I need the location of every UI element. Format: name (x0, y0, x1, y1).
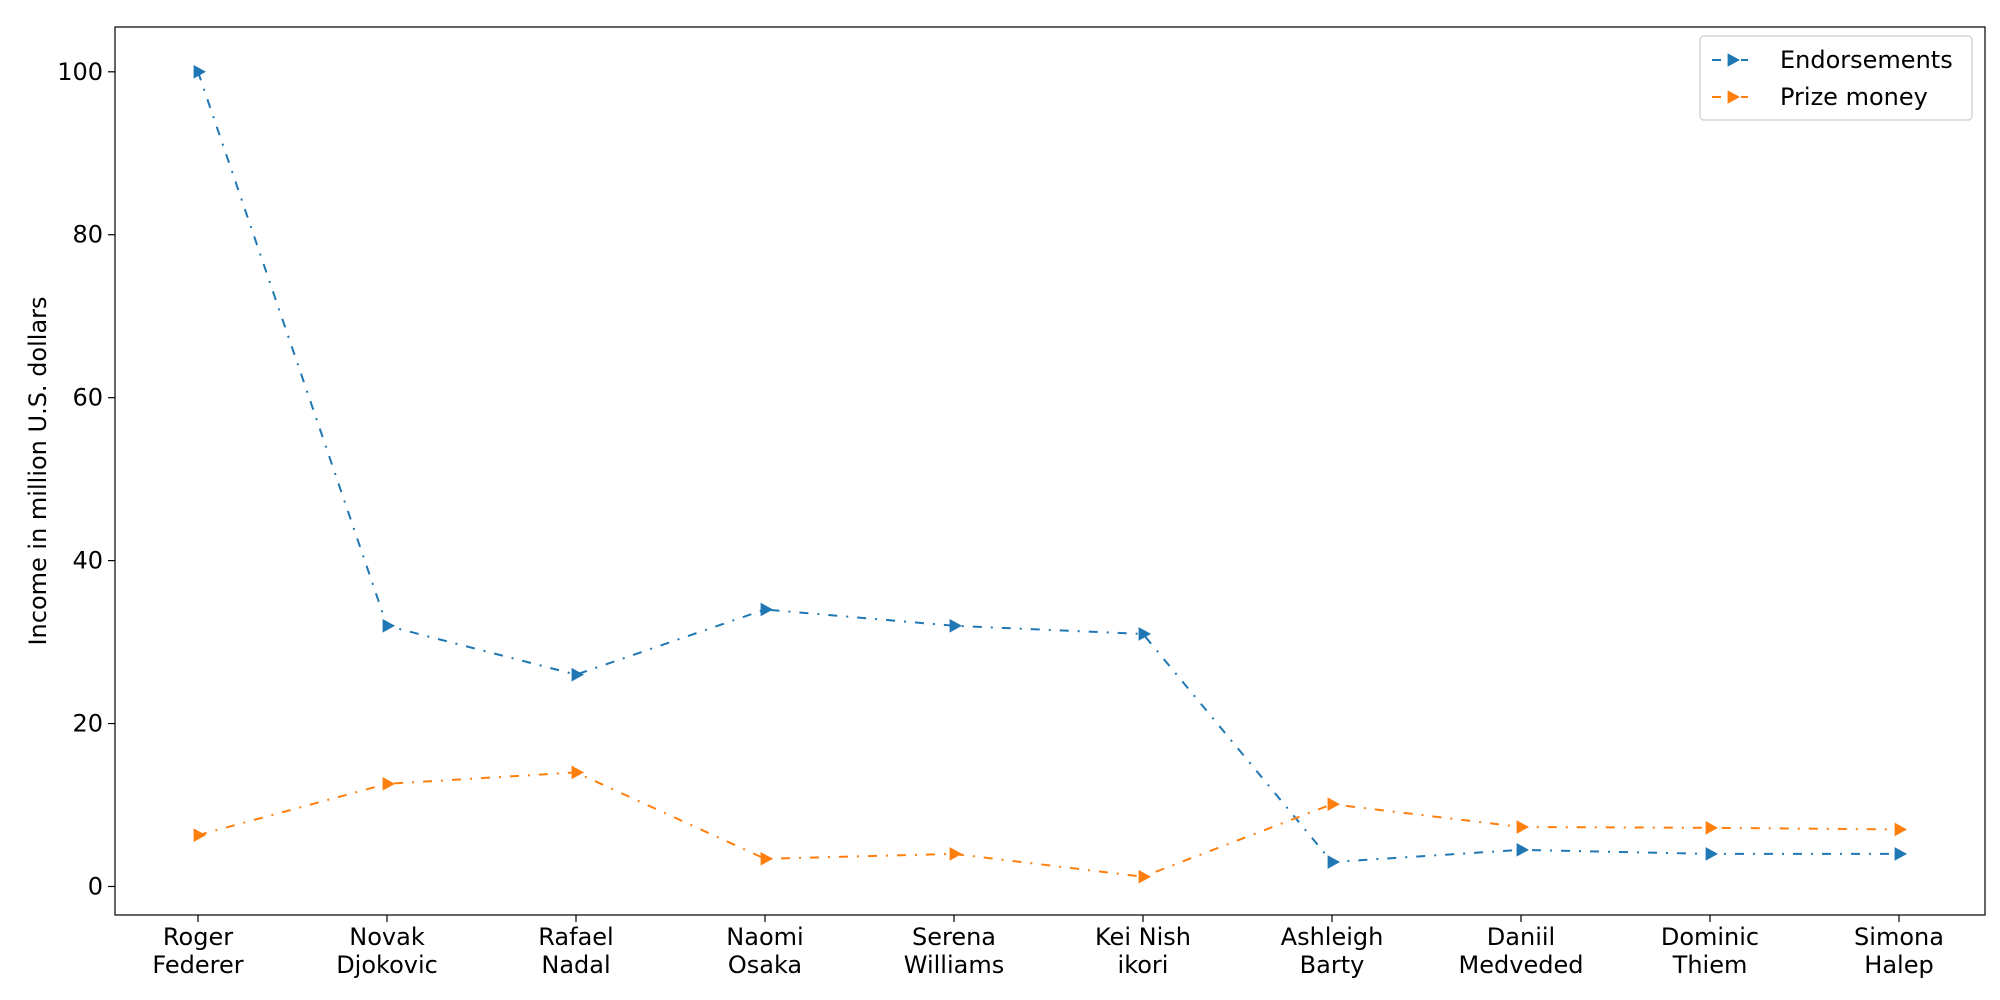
x-tick-label-line: Serena (912, 923, 996, 951)
data-point-series-0 (949, 618, 962, 633)
x-tick-label-line: Ashleigh (1281, 923, 1384, 951)
data-point-series-0 (760, 602, 773, 617)
data-point-series-0 (1138, 627, 1151, 641)
y-axis-label: Income in million U.S. dollars (24, 296, 52, 645)
x-tick-label: Daniil Medveded (1459, 923, 1584, 979)
data-point-series-1 (1516, 820, 1529, 834)
x-tick-label: Serena Williams (904, 923, 1004, 979)
legend-label: Endorsements (1780, 46, 1953, 74)
data-point-series-0 (382, 618, 395, 633)
legend-marker (1727, 90, 1740, 104)
y-tick-label: 80 (72, 221, 103, 249)
x-tick-label-line: Naomi (726, 923, 803, 951)
legend-marker (1727, 53, 1740, 67)
series-markers (193, 65, 1907, 884)
data-point-series-1 (1138, 869, 1151, 884)
data-point-series-1 (193, 828, 206, 842)
data-point-series-0 (193, 65, 206, 79)
data-point-series-0 (1516, 843, 1529, 857)
x-tick-label-line: Rafael (538, 923, 613, 951)
y-axis: 0 20 40 60 80 100 (57, 58, 115, 900)
legend: Endorsements Prize money (1699, 35, 1973, 121)
data-point-series-0 (1894, 847, 1907, 861)
x-tick-label-line: Barty (1300, 951, 1365, 979)
x-tick-label-line: Thiem (1672, 951, 1748, 979)
data-point-series-0 (1327, 855, 1340, 869)
x-tick-label-line: Djokovic (336, 951, 438, 979)
x-tick-label: Naomi Osaka (726, 923, 803, 979)
x-tick-label-line: ikori (1118, 951, 1169, 979)
y-tick-label: 20 (72, 710, 103, 738)
data-point-series-1 (1705, 821, 1718, 835)
y-tick-label: 100 (57, 58, 103, 86)
legend-label: Prize money (1780, 83, 1928, 111)
data-point-series-1 (1327, 797, 1340, 812)
data-point-series-1 (571, 765, 584, 780)
y-tick-label: 0 (88, 872, 103, 900)
x-tick-label: Rafael Nadal (538, 923, 613, 979)
x-tick-label-line: Dominic (1661, 923, 1759, 951)
x-tick-label: Novak Djokovic (336, 923, 438, 979)
data-point-series-1 (382, 777, 395, 791)
x-tick-label-line: Williams (904, 951, 1004, 979)
x-tick-label-line: Novak (349, 923, 425, 951)
data-point-series-1 (1894, 822, 1907, 837)
series-line-1 (197, 771, 1900, 878)
x-tick-label: Simona Halep (1854, 923, 1944, 979)
series-lines (197, 71, 1900, 878)
y-tick-label: 60 (72, 384, 103, 412)
x-axis: Roger Federer Novak Djokovic Rafael Nadal Naom… (152, 915, 1944, 979)
legend-box (1699, 35, 1973, 121)
y-tick-label: 40 (72, 547, 103, 575)
x-tick-label-line: Kei Nish (1095, 923, 1191, 951)
x-tick-label: Dominic Thiem (1661, 923, 1759, 979)
x-tick-label: Roger Federer (152, 923, 243, 979)
x-tick-label-line: Federer (152, 951, 243, 979)
x-tick-label-line: Daniil (1487, 923, 1555, 951)
data-point-series-1 (760, 851, 773, 866)
x-tick-label-line: Nadal (541, 951, 610, 979)
x-tick-label: Ashleigh Barty (1281, 923, 1384, 979)
x-tick-label-line: Halep (1864, 951, 1933, 979)
data-point-series-0 (571, 667, 584, 682)
x-tick-label-line: Medveded (1459, 951, 1584, 979)
data-point-series-1 (949, 847, 962, 861)
x-tick-label-line: Osaka (728, 951, 802, 979)
x-tick-label-line: Roger (163, 923, 233, 951)
x-tick-label: Kei Nish ikori (1095, 923, 1191, 979)
plot-area (114, 26, 1986, 916)
x-tick-label-line: Simona (1854, 923, 1944, 951)
data-point-series-0 (1705, 847, 1718, 861)
